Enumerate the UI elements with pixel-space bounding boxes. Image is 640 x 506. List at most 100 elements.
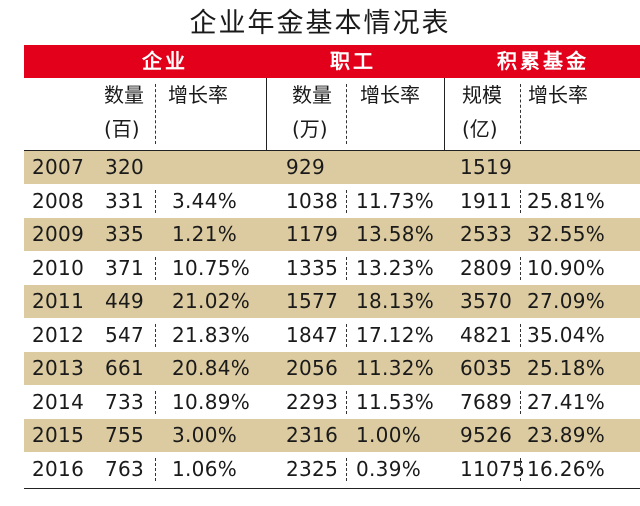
cell-fund-scale: 4821	[460, 322, 513, 347]
cell-year: 2008	[32, 188, 85, 213]
cell-employee-count: 2325	[286, 456, 339, 481]
header-dash-divider	[520, 84, 521, 144]
table-row: 2007 320 929 1519	[24, 151, 640, 184]
cell-fund-growth: 23.89%	[527, 423, 606, 447]
cell-fund-scale: 2533	[460, 222, 513, 246]
cell-employee-growth: 11.32%	[356, 356, 435, 380]
cell-fund-scale: 1911	[460, 188, 513, 213]
subheader-count-top: 数量	[104, 83, 144, 107]
cell-year: 2007	[32, 155, 85, 179]
cell-enterprise-count: 763	[105, 456, 145, 481]
cell-fund-growth: 10.90%	[527, 255, 606, 280]
column-divider	[444, 78, 445, 150]
row-dash-divider	[520, 323, 521, 347]
table-row: 2016 763 1.06% 2325 0.39% 11075 16.26%	[24, 453, 640, 486]
table-row: 2008 331 3.44% 1038 11.73% 1911 25.81%	[24, 185, 640, 218]
cell-fund-growth: 35.04%	[527, 322, 606, 347]
group-header-bar	[24, 45, 640, 78]
subheader-growth: 增长率	[360, 83, 420, 107]
cell-enterprise-growth: 3.44%	[172, 188, 238, 213]
cell-fund-scale: 2809	[460, 255, 513, 280]
cell-enterprise-count: 449	[105, 289, 145, 313]
table-row: 2012 547 21.83% 1847 17.12% 4821 35.04%	[24, 319, 640, 352]
cell-fund-scale: 6035	[460, 356, 513, 380]
group-header-employee: 职工	[330, 49, 376, 73]
cell-fund-scale: 1519	[460, 155, 513, 179]
cell-employee-count: 2316	[286, 423, 339, 447]
row-dash-divider	[346, 390, 347, 414]
subheader-count-unit: (百)	[104, 117, 140, 141]
cell-fund-scale: 11075	[460, 456, 526, 481]
cell-enterprise-count: 320	[105, 155, 145, 179]
row-dash-divider	[346, 189, 347, 213]
row-dash-divider	[155, 457, 156, 481]
table-title: 企业年金基本情况表	[189, 8, 451, 39]
row-dash-divider	[155, 189, 156, 213]
cell-fund-growth: 27.41%	[527, 389, 606, 414]
subheader-count-top: 数量	[292, 83, 332, 107]
cell-employee-count: 1847	[286, 322, 339, 347]
cell-year: 2012	[32, 322, 85, 347]
cell-enterprise-count: 335	[105, 222, 145, 246]
cell-fund-scale: 7689	[460, 389, 513, 414]
cell-employee-growth: 11.73%	[356, 188, 435, 213]
column-divider	[266, 78, 267, 150]
cell-employee-count: 1335	[286, 255, 339, 280]
table-row: 2014 733 10.89% 2293 11.53% 7689 27.41%	[24, 386, 640, 419]
cell-year: 2016	[32, 456, 85, 481]
cell-enterprise-growth: 10.75%	[172, 255, 251, 280]
subheader-growth: 增长率	[168, 83, 228, 107]
row-dash-divider	[346, 457, 347, 481]
table-row: 2013 661 20.84% 2056 11.32% 6035 25.18%	[24, 352, 640, 385]
cell-year: 2014	[32, 389, 85, 414]
cell-enterprise-count: 371	[105, 255, 145, 280]
cell-employee-growth: 0.39%	[356, 456, 422, 481]
cell-fund-growth: 27.09%	[527, 289, 606, 313]
row-dash-divider	[155, 256, 156, 280]
bottom-rule	[24, 488, 640, 489]
row-dash-divider	[346, 323, 347, 347]
header-rule	[24, 150, 640, 151]
cell-employee-count: 1577	[286, 289, 339, 313]
group-header-enterprise: 企业	[142, 49, 188, 73]
row-dash-divider	[155, 323, 156, 347]
cell-employee-growth: 1.00%	[356, 423, 422, 447]
cell-enterprise-count: 755	[105, 423, 145, 447]
subheader-growth: 增长率	[528, 83, 588, 107]
cell-enterprise-growth: 21.02%	[172, 289, 251, 313]
table-row: 2011 449 21.02% 1577 18.13% 3570 27.09%	[24, 285, 640, 318]
subheader-count-unit: (万)	[292, 117, 328, 141]
header-dash-divider	[155, 84, 156, 144]
cell-fund-growth: 25.81%	[527, 188, 606, 213]
cell-enterprise-count: 331	[105, 188, 145, 213]
row-dash-divider	[520, 457, 521, 481]
cell-fund-scale: 3570	[460, 289, 513, 313]
cell-year: 2010	[32, 255, 85, 280]
cell-fund-growth: 25.18%	[527, 356, 606, 380]
cell-enterprise-growth: 1.06%	[172, 456, 238, 481]
header-dash-divider	[346, 84, 347, 144]
cell-employee-growth: 13.58%	[356, 222, 435, 246]
cell-employee-count: 2056	[286, 356, 339, 380]
cell-employee-count: 2293	[286, 389, 339, 414]
cell-year: 2011	[32, 289, 85, 313]
cell-fund-growth: 16.26%	[527, 456, 606, 481]
subheader-scale-top: 规模	[462, 83, 502, 107]
row-dash-divider	[520, 390, 521, 414]
row-dash-divider	[520, 189, 521, 213]
subheader-scale-unit: (亿)	[462, 117, 498, 141]
group-header-fund: 积累基金	[497, 49, 589, 73]
cell-enterprise-growth: 10.89%	[172, 389, 251, 414]
cell-employee-growth: 18.13%	[356, 289, 435, 313]
cell-year: 2015	[32, 423, 85, 447]
table-row: 2015 755 3.00% 2316 1.00% 9526 23.89%	[24, 419, 640, 452]
cell-enterprise-count: 547	[105, 322, 145, 347]
cell-enterprise-count: 661	[105, 356, 145, 380]
cell-enterprise-growth: 21.83%	[172, 322, 251, 347]
cell-employee-count: 929	[286, 155, 326, 179]
cell-employee-growth: 13.23%	[356, 255, 435, 280]
cell-enterprise-growth: 3.00%	[172, 423, 238, 447]
cell-employee-count: 1038	[286, 188, 339, 213]
cell-fund-growth: 32.55%	[527, 222, 606, 246]
table-row: 2009 335 1.21% 1179 13.58% 2533 32.55%	[24, 218, 640, 251]
